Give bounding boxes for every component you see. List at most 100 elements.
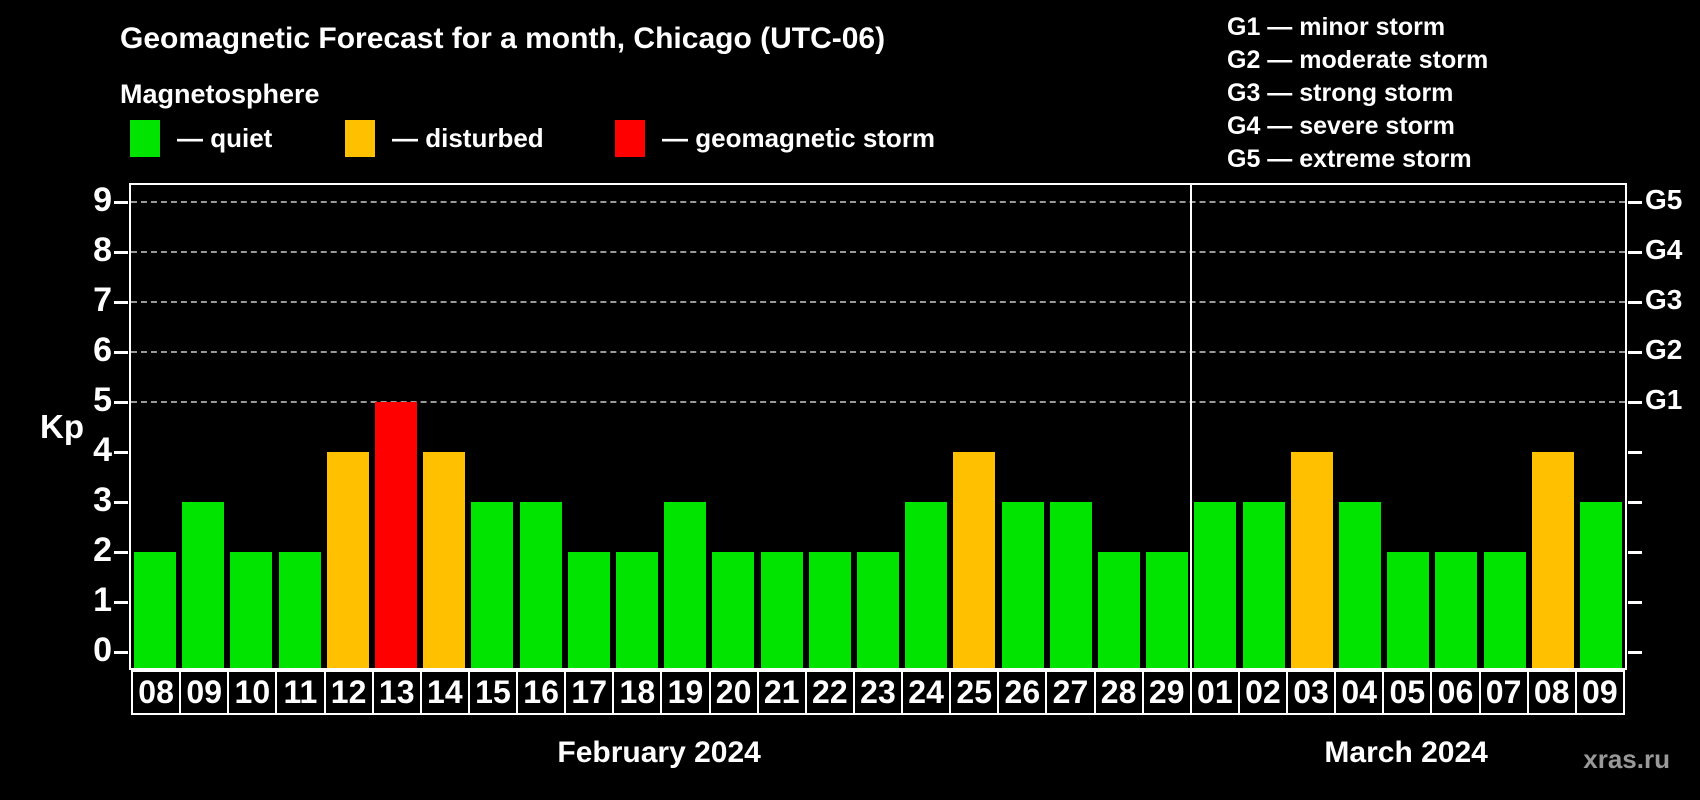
kp-bar-march-07: [1483, 552, 1526, 668]
bar-color-legend: — quiet — disturbed — geomagnetic storm: [0, 120, 1100, 160]
kp-bar-february-23: [857, 552, 899, 668]
date-label-22: 22: [804, 670, 855, 715]
gridline-kp6: [131, 351, 1625, 353]
g-axis-label-g4: G4: [1645, 234, 1683, 265]
date-label-01: 01: [1189, 670, 1240, 715]
g-axis-label-g5: G5: [1645, 184, 1683, 215]
magnetosphere-label: Magnetosphere: [120, 79, 320, 109]
watermark: xras.ru: [1583, 744, 1670, 774]
y-tick-left-7: [114, 301, 128, 304]
gridline-kp7: [131, 301, 1625, 303]
date-label-08: 08: [131, 670, 182, 715]
legend-label-disturbed: — disturbed: [392, 123, 544, 153]
y-tick-left-3: [114, 501, 128, 504]
date-label-19: 19: [660, 670, 711, 715]
gridline-kp9: [131, 201, 1625, 203]
date-label-24: 24: [901, 670, 952, 715]
date-label-27: 27: [1045, 670, 1096, 715]
kp-bar-february-12: [326, 452, 369, 668]
y-tick-label-3: 3: [93, 481, 112, 519]
disturbed-swatch: [345, 120, 375, 157]
kp-bar-march-06: [1435, 552, 1478, 668]
y-tick-left-9: [114, 201, 128, 204]
date-label-15: 15: [467, 670, 518, 715]
g-scale-legend: G1 — minor storm G2 — moderate storm G3 — …: [1227, 11, 1488, 176]
kp-bar-february-10: [230, 552, 273, 668]
y-tick-right-0: [1628, 651, 1642, 654]
date-label-09: 09: [1574, 670, 1625, 715]
kp-bar-february-25: [953, 452, 996, 668]
y-tick-right-3: [1628, 501, 1642, 504]
date-label-23: 23: [852, 670, 903, 715]
date-label-06: 06: [1430, 670, 1481, 715]
date-label-07: 07: [1478, 670, 1529, 715]
y-tick-label-0: 0: [93, 631, 112, 669]
date-label-13: 13: [371, 670, 422, 715]
kp-bar-march-09: [1579, 502, 1622, 668]
kp-bar-february-17: [567, 552, 610, 668]
date-label-25: 25: [949, 670, 1000, 715]
y-tick-left-2: [114, 551, 128, 554]
kp-bar-february-24: [905, 502, 948, 668]
y-tick-left-4: [114, 451, 128, 454]
kp-bar-february-20: [712, 552, 755, 668]
date-label-20: 20: [708, 670, 759, 715]
y-tick-label-5: 5: [93, 381, 112, 419]
kp-bar-march-04: [1338, 502, 1381, 668]
kp-bar-february-26: [1001, 502, 1044, 668]
kp-bar-february-19: [664, 502, 707, 668]
gridline-kp8: [131, 251, 1625, 253]
y-tick-right-4: [1628, 451, 1642, 454]
date-label-08: 08: [1526, 670, 1577, 715]
g-legend-line-3: G3 — strong storm: [1227, 79, 1454, 107]
g-axis-label-g3: G3: [1645, 284, 1683, 315]
kp-bar-february-09: [182, 502, 225, 668]
kp-bar-february-28: [1097, 552, 1140, 668]
kp-bar-february-08: [134, 552, 177, 668]
g-legend-line-5: G5 — extreme storm: [1227, 145, 1472, 173]
y-tick-left-0: [114, 651, 128, 654]
date-label-04: 04: [1334, 670, 1385, 715]
y-tick-right-9: [1628, 201, 1642, 204]
y-tick-right-1: [1628, 601, 1642, 604]
storm-swatch: [615, 120, 645, 157]
kp-bar-february-14: [423, 452, 466, 668]
kp-bar-february-13: [375, 402, 418, 668]
y-tick-left-1: [114, 601, 128, 604]
kp-bar-february-16: [519, 502, 562, 668]
y-tick-label-6: 6: [93, 331, 112, 369]
g-axis-label-g2: G2: [1645, 334, 1683, 365]
legend-item-storm: — geomagnetic storm: [615, 120, 935, 157]
legend-label-quiet: — quiet: [177, 123, 273, 153]
date-label-26: 26: [997, 670, 1048, 715]
date-label-11: 11: [275, 670, 326, 715]
date-label-28: 28: [1093, 670, 1144, 715]
g-legend-line-2: G2 — moderate storm: [1227, 46, 1489, 74]
date-label-10: 10: [227, 670, 278, 715]
date-label-21: 21: [756, 670, 807, 715]
date-label-05: 05: [1382, 670, 1433, 715]
y-tick-left-6: [114, 351, 128, 354]
kp-bar-march-03: [1290, 452, 1333, 668]
y-tick-right-8: [1628, 251, 1642, 254]
kp-bar-february-11: [278, 552, 321, 668]
y-axis-label: Kp: [40, 408, 84, 445]
y-tick-left-5: [114, 401, 128, 404]
kp-bar-february-21: [760, 552, 803, 668]
date-label-14: 14: [419, 670, 470, 715]
y-tick-right-6: [1628, 351, 1642, 354]
kp-bar-march-08: [1531, 452, 1574, 668]
gridline-kp5: [131, 401, 1625, 403]
y-tick-label-7: 7: [93, 281, 112, 319]
g-axis-label-g1: G1: [1645, 384, 1683, 415]
month-label-march: March 2024: [1324, 736, 1488, 769]
y-tick-right-5: [1628, 401, 1642, 404]
y-tick-label-8: 8: [93, 231, 112, 269]
kp-bar-february-18: [616, 552, 659, 668]
date-axis-row: 08 09 10 11 12 13 14 15 16 17 18 19 20 21 22 23 24 25 26 27…: [131, 670, 1625, 715]
legend-label-storm: — geomagnetic storm: [662, 123, 936, 153]
plot-area: [114, 183, 1642, 670]
date-label-29: 29: [1141, 670, 1192, 715]
date-label-18: 18: [612, 670, 663, 715]
g-legend-line-4: G4 — severe storm: [1227, 112, 1455, 140]
